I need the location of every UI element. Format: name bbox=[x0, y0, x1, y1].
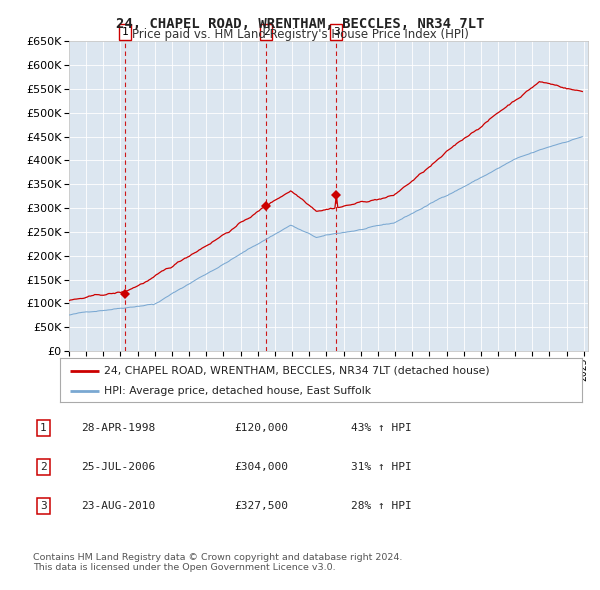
Text: This data is licensed under the Open Government Licence v3.0.: This data is licensed under the Open Gov… bbox=[33, 563, 335, 572]
Text: 28-APR-1998: 28-APR-1998 bbox=[81, 423, 155, 432]
Text: Contains HM Land Registry data © Crown copyright and database right 2024.: Contains HM Land Registry data © Crown c… bbox=[33, 553, 403, 562]
Text: HPI: Average price, detached house, East Suffolk: HPI: Average price, detached house, East… bbox=[104, 386, 371, 396]
Text: 2: 2 bbox=[263, 27, 269, 37]
Text: 3: 3 bbox=[40, 502, 47, 511]
Text: 24, CHAPEL ROAD, WRENTHAM, BECCLES, NR34 7LT (detached house): 24, CHAPEL ROAD, WRENTHAM, BECCLES, NR34… bbox=[104, 366, 490, 375]
Text: Price paid vs. HM Land Registry's House Price Index (HPI): Price paid vs. HM Land Registry's House … bbox=[131, 28, 469, 41]
Text: 25-JUL-2006: 25-JUL-2006 bbox=[81, 463, 155, 472]
Text: 1: 1 bbox=[40, 423, 47, 432]
Text: £304,000: £304,000 bbox=[234, 463, 288, 472]
Text: 43% ↑ HPI: 43% ↑ HPI bbox=[351, 423, 412, 432]
Text: 24, CHAPEL ROAD, WRENTHAM, BECCLES, NR34 7LT: 24, CHAPEL ROAD, WRENTHAM, BECCLES, NR34… bbox=[116, 17, 484, 31]
Text: 28% ↑ HPI: 28% ↑ HPI bbox=[351, 502, 412, 511]
Text: 23-AUG-2010: 23-AUG-2010 bbox=[81, 502, 155, 511]
Text: 3: 3 bbox=[333, 27, 340, 37]
Text: £120,000: £120,000 bbox=[234, 423, 288, 432]
Text: £327,500: £327,500 bbox=[234, 502, 288, 511]
Text: 1: 1 bbox=[121, 27, 128, 37]
Text: 2: 2 bbox=[40, 463, 47, 472]
Text: 31% ↑ HPI: 31% ↑ HPI bbox=[351, 463, 412, 472]
